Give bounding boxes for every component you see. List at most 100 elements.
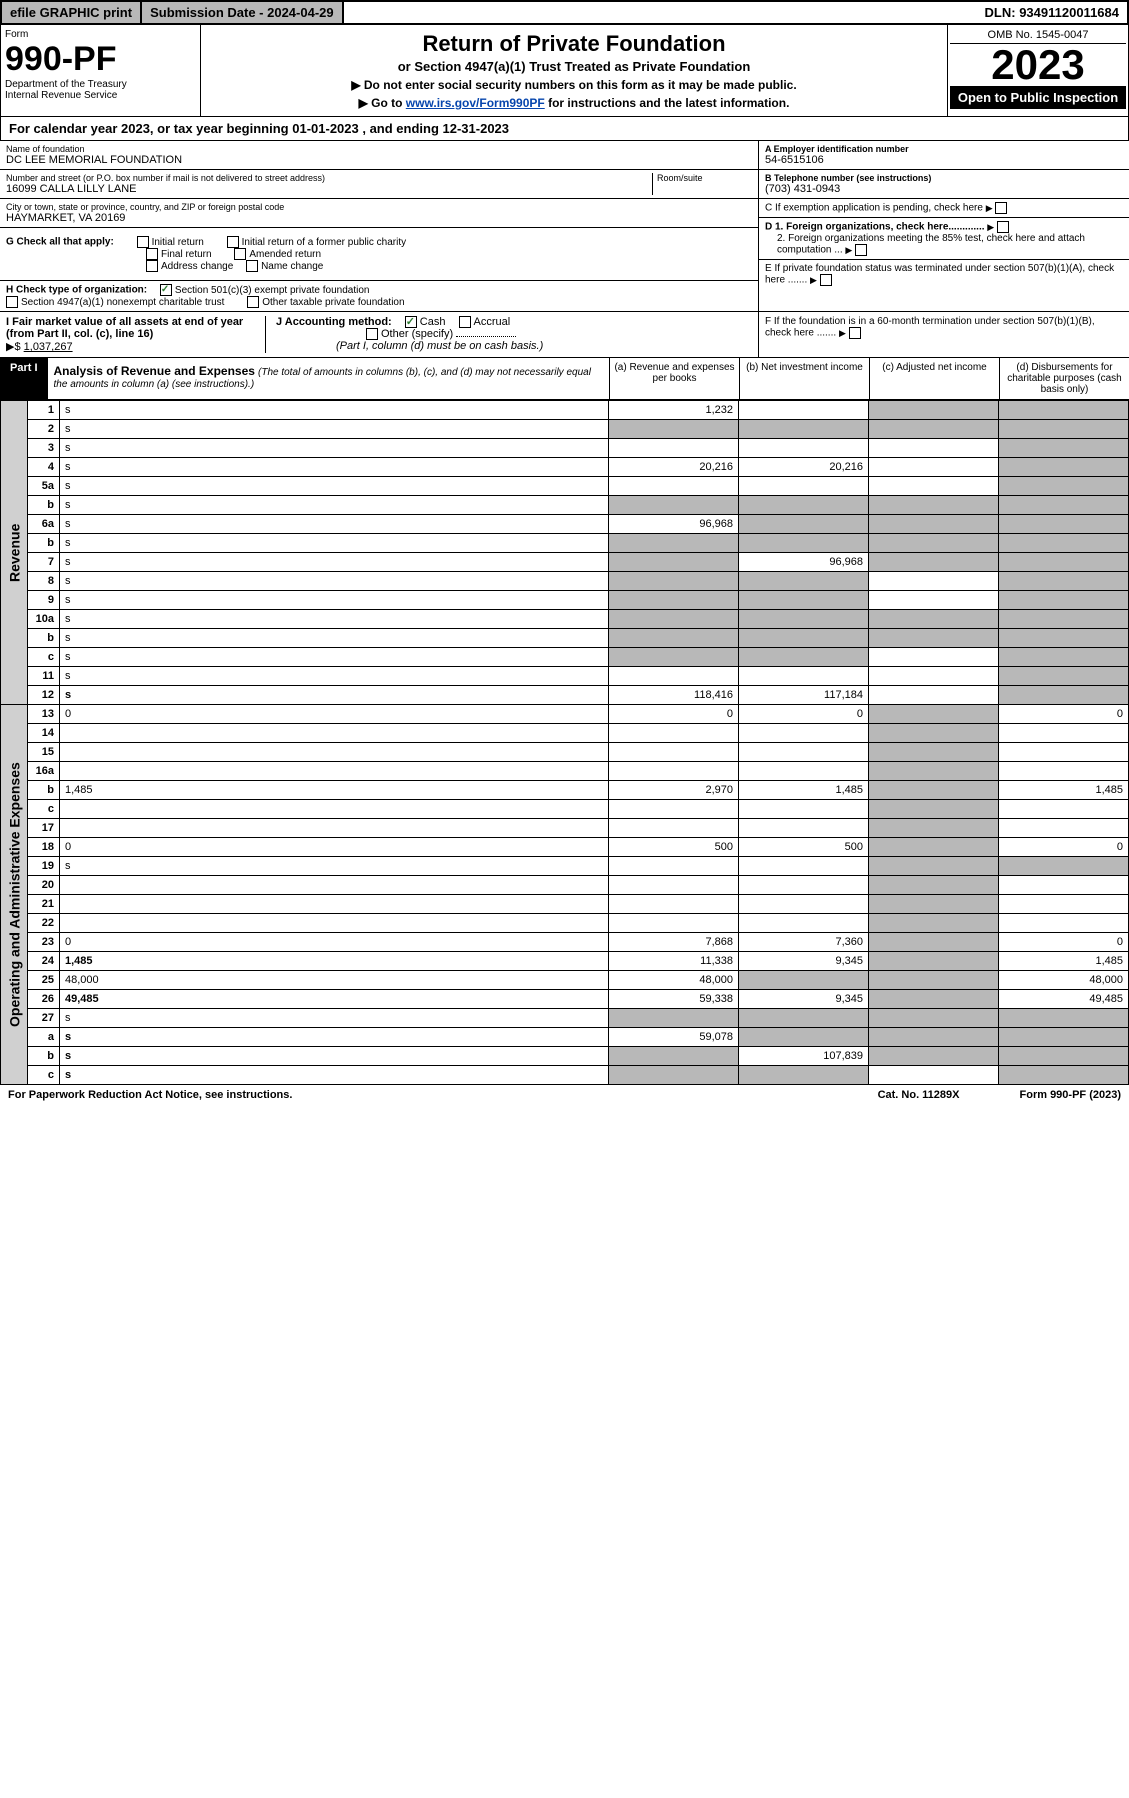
- checkbox-other-acct[interactable]: [366, 328, 378, 340]
- cell-b: 20,216: [739, 458, 869, 477]
- row-desc: 0: [60, 838, 609, 857]
- row-num: 3: [28, 439, 60, 458]
- checkbox-address[interactable]: [146, 260, 158, 272]
- row-num: 6a: [28, 515, 60, 534]
- cell-c: [869, 458, 999, 477]
- cell-b: 1,485: [739, 781, 869, 800]
- row-desc: [60, 743, 609, 762]
- cell-d: [999, 743, 1129, 762]
- cell-b: [739, 610, 869, 629]
- row-desc: s: [60, 1047, 609, 1066]
- cell-b: [739, 420, 869, 439]
- row-desc: s: [60, 686, 609, 705]
- top-bar: efile GRAPHIC print Submission Date - 20…: [0, 0, 1129, 25]
- dept2: Internal Revenue Service: [5, 90, 196, 101]
- checkbox-501c3[interactable]: [160, 284, 172, 296]
- row-num: 19: [28, 857, 60, 876]
- cell-c: [869, 895, 999, 914]
- row-num: 10a: [28, 610, 60, 629]
- cell-c: [869, 933, 999, 952]
- cell-d: [999, 591, 1129, 610]
- cell-b: [739, 477, 869, 496]
- cell-d: 1,485: [999, 781, 1129, 800]
- cell-a: [609, 629, 739, 648]
- main-table: Revenue1s1,2322s3s4s20,21620,2165asbs6as…: [0, 400, 1129, 1085]
- cell-d: [999, 1009, 1129, 1028]
- cell-d: 0: [999, 933, 1129, 952]
- table-row: 27s: [1, 1009, 1129, 1028]
- table-row: bs: [1, 534, 1129, 553]
- row-desc: 0: [60, 933, 609, 952]
- cell-c: [869, 667, 999, 686]
- checkbox-accrual[interactable]: [459, 316, 471, 328]
- cell-a: 1,232: [609, 401, 739, 420]
- checkbox-initial-former[interactable]: [227, 236, 239, 248]
- cell-b: [739, 401, 869, 420]
- cell-b: [739, 1009, 869, 1028]
- row-desc: 1,485: [60, 781, 609, 800]
- cell-d: [999, 667, 1129, 686]
- c-cell: C If exemption application is pending, c…: [759, 199, 1129, 218]
- table-row: 2307,8687,3600: [1, 933, 1129, 952]
- cell-a: [609, 420, 739, 439]
- checkbox-c[interactable]: [995, 202, 1007, 214]
- form-number: 990-PF: [5, 40, 196, 79]
- checkbox-d1[interactable]: [997, 221, 1009, 233]
- cell-c: [869, 420, 999, 439]
- row-desc: s: [60, 1028, 609, 1047]
- row-desc: s: [60, 401, 609, 420]
- cell-d: [999, 420, 1129, 439]
- cell-b: 9,345: [739, 990, 869, 1009]
- table-row: 7s96,968: [1, 553, 1129, 572]
- row-desc: 0: [60, 705, 609, 724]
- col-a-header: (a) Revenue and expenses per books: [609, 358, 739, 399]
- cell-c: [869, 876, 999, 895]
- cell-b: [739, 629, 869, 648]
- cell-b: [739, 895, 869, 914]
- cell-c: [869, 610, 999, 629]
- info-left: Name of foundation DC LEE MEMORIAL FOUND…: [0, 141, 759, 311]
- checkbox-cash[interactable]: [405, 316, 417, 328]
- checkbox-initial[interactable]: [137, 236, 149, 248]
- cell-c: [869, 553, 999, 572]
- cell-d: [999, 439, 1129, 458]
- checkbox-other-tax[interactable]: [247, 296, 259, 308]
- cell-c: [869, 762, 999, 781]
- table-row: 2s: [1, 420, 1129, 439]
- row-num: 18: [28, 838, 60, 857]
- cell-d: [999, 534, 1129, 553]
- table-row: 19s: [1, 857, 1129, 876]
- cell-c: [869, 572, 999, 591]
- table-row: 8s: [1, 572, 1129, 591]
- checkbox-name[interactable]: [246, 260, 258, 272]
- row-num: 16a: [28, 762, 60, 781]
- cell-b: [739, 1066, 869, 1085]
- checkbox-e[interactable]: [820, 274, 832, 286]
- cell-d: 49,485: [999, 990, 1129, 1009]
- row-num: 21: [28, 895, 60, 914]
- table-row: 22: [1, 914, 1129, 933]
- checkbox-final[interactable]: [146, 248, 158, 260]
- cell-a: [609, 762, 739, 781]
- cell-c: [869, 1066, 999, 1085]
- checkbox-f[interactable]: [849, 327, 861, 339]
- row-num: 13: [28, 705, 60, 724]
- table-row: bs: [1, 496, 1129, 515]
- cell-b: [739, 971, 869, 990]
- cell-b: [739, 762, 869, 781]
- table-row: 2649,48559,3389,34549,485: [1, 990, 1129, 1009]
- table-row: 15: [1, 743, 1129, 762]
- efile-label[interactable]: efile GRAPHIC print: [2, 2, 142, 23]
- cell-c: [869, 819, 999, 838]
- checkbox-amended[interactable]: [234, 248, 246, 260]
- cell-d: [999, 610, 1129, 629]
- form-link[interactable]: www.irs.gov/Form990PF: [406, 96, 545, 110]
- footer-left: For Paperwork Reduction Act Notice, see …: [8, 1089, 292, 1101]
- table-row: 3s: [1, 439, 1129, 458]
- cell-a: [609, 477, 739, 496]
- checkbox-d2[interactable]: [855, 244, 867, 256]
- row-num: 14: [28, 724, 60, 743]
- cell-a: [609, 667, 739, 686]
- checkbox-4947[interactable]: [6, 296, 18, 308]
- info-grid: Name of foundation DC LEE MEMORIAL FOUND…: [0, 141, 1129, 312]
